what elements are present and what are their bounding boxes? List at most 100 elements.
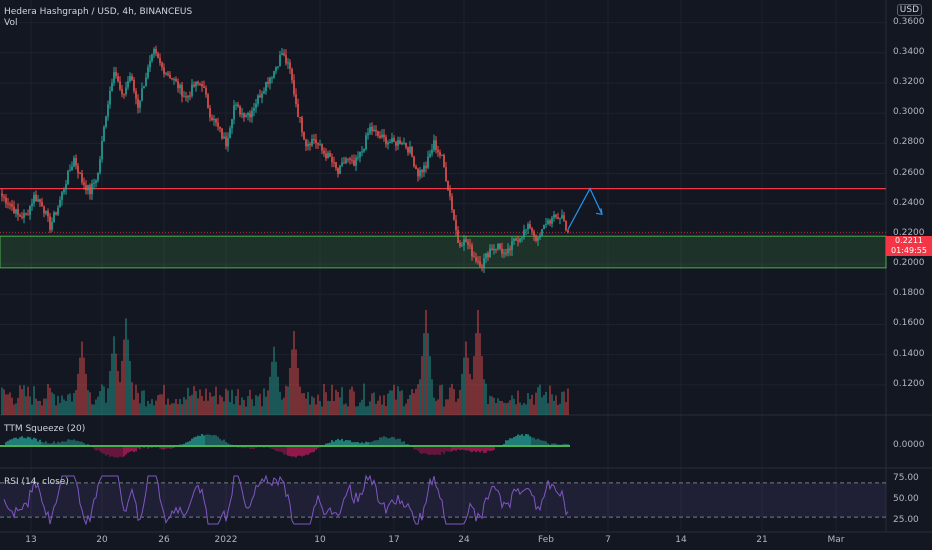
candle-body: [437, 150, 439, 153]
volume-bar: [73, 393, 75, 415]
ttm-bar: [333, 441, 335, 446]
ttm-bar: [477, 446, 479, 452]
ttm-bar: [127, 446, 129, 453]
volume-bar: [347, 406, 349, 415]
candle-body: [361, 151, 363, 153]
ttm-bar: [81, 441, 83, 446]
volume-bar: [207, 400, 209, 415]
ttm-bar: [519, 435, 521, 446]
volume-bar: [423, 333, 425, 415]
ttm-bar: [429, 446, 431, 455]
volume-bar: [15, 403, 17, 415]
candle-body: [357, 157, 359, 159]
volume-bar: [43, 398, 45, 415]
ttm-bar: [491, 446, 493, 451]
volume-bar: [343, 404, 345, 415]
candle-body: [55, 212, 57, 215]
ttm-bar: [489, 446, 491, 452]
ttm-bar: [53, 441, 55, 446]
volume-bar: [481, 356, 483, 415]
candle-body: [41, 201, 43, 207]
candle-body: [351, 159, 353, 161]
volume-bar: [391, 390, 393, 415]
candle-body: [237, 104, 239, 107]
volume-bar: [185, 399, 187, 415]
ttm-bar: [39, 439, 41, 446]
volume-bar: [539, 384, 541, 415]
last-price-tag: 0.2211: [886, 236, 932, 246]
ttm-bar: [19, 437, 21, 446]
ttm-bar: [7, 440, 9, 446]
rsi-band: [0, 482, 886, 518]
volume-bar: [285, 385, 287, 415]
candle-body: [317, 142, 319, 145]
candle-body: [207, 94, 209, 108]
ttm-bar: [401, 441, 403, 446]
candle-body: [39, 199, 41, 202]
ttm-bar: [295, 446, 297, 458]
price-tick-label: 0.3200: [893, 77, 925, 87]
candle-body: [263, 91, 265, 94]
volume-bar: [363, 383, 365, 415]
ttm-bar: [161, 446, 163, 450]
ttm-bar: [65, 441, 67, 446]
ttm-bar: [471, 446, 473, 453]
volume-bar: [133, 399, 135, 415]
candle-body: [15, 209, 17, 214]
volume-bar: [145, 406, 147, 415]
volume-bar: [71, 401, 73, 415]
candle-body: [519, 238, 521, 242]
candle-body: [213, 118, 215, 121]
ttm-bar: [283, 446, 285, 455]
price-tick-label: 0.1200: [893, 378, 925, 389]
volume-bar: [475, 333, 477, 415]
ttm-bar: [325, 443, 327, 446]
volume-bar: [261, 406, 263, 415]
volume-bar: [435, 400, 437, 415]
volume-bar: [209, 392, 211, 415]
volume-bar: [523, 402, 525, 415]
candle-body: [201, 84, 203, 87]
ttm-bar: [59, 442, 61, 446]
candle-body: [387, 142, 389, 145]
candle-body: [525, 229, 527, 231]
volume-bar: [33, 386, 35, 415]
ttm-bar: [391, 436, 393, 446]
volume-bar: [377, 400, 379, 415]
volume-bar: [429, 356, 431, 415]
volume-bar: [137, 392, 139, 415]
volume-bar: [543, 395, 545, 415]
candle-body: [25, 213, 27, 215]
ttm-bar: [427, 446, 429, 455]
candle-body: [341, 162, 343, 166]
candle-body: [153, 48, 155, 55]
candle-body: [451, 196, 453, 210]
volume-bar: [245, 406, 247, 415]
volume-bar: [493, 397, 495, 415]
volume-bar: [221, 396, 223, 415]
volume-bar: [317, 394, 319, 415]
volume-bar: [5, 394, 7, 415]
ttm-bar: [209, 434, 211, 446]
ttm-bar: [331, 440, 333, 446]
ttm-bar: [375, 440, 377, 446]
ttm-bar: [539, 439, 541, 446]
time-tick-label: 13: [25, 535, 37, 545]
ttm-bar: [117, 446, 119, 458]
volume-bar: [37, 400, 39, 415]
candle-body: [221, 128, 223, 139]
volume-bar: [457, 398, 459, 415]
volume-bar: [99, 391, 101, 415]
volume-bar: [203, 400, 205, 415]
volume-bar: [517, 390, 519, 415]
currency-button[interactable]: USD: [896, 4, 922, 16]
candle-body: [111, 82, 113, 91]
ttm-bar: [449, 446, 451, 452]
candle-body: [97, 172, 99, 181]
ttm-bar: [205, 434, 207, 446]
ttm-bar: [63, 441, 65, 446]
candle-body: [123, 93, 125, 95]
volume-bar: [3, 389, 5, 415]
volume-bar: [467, 357, 469, 415]
